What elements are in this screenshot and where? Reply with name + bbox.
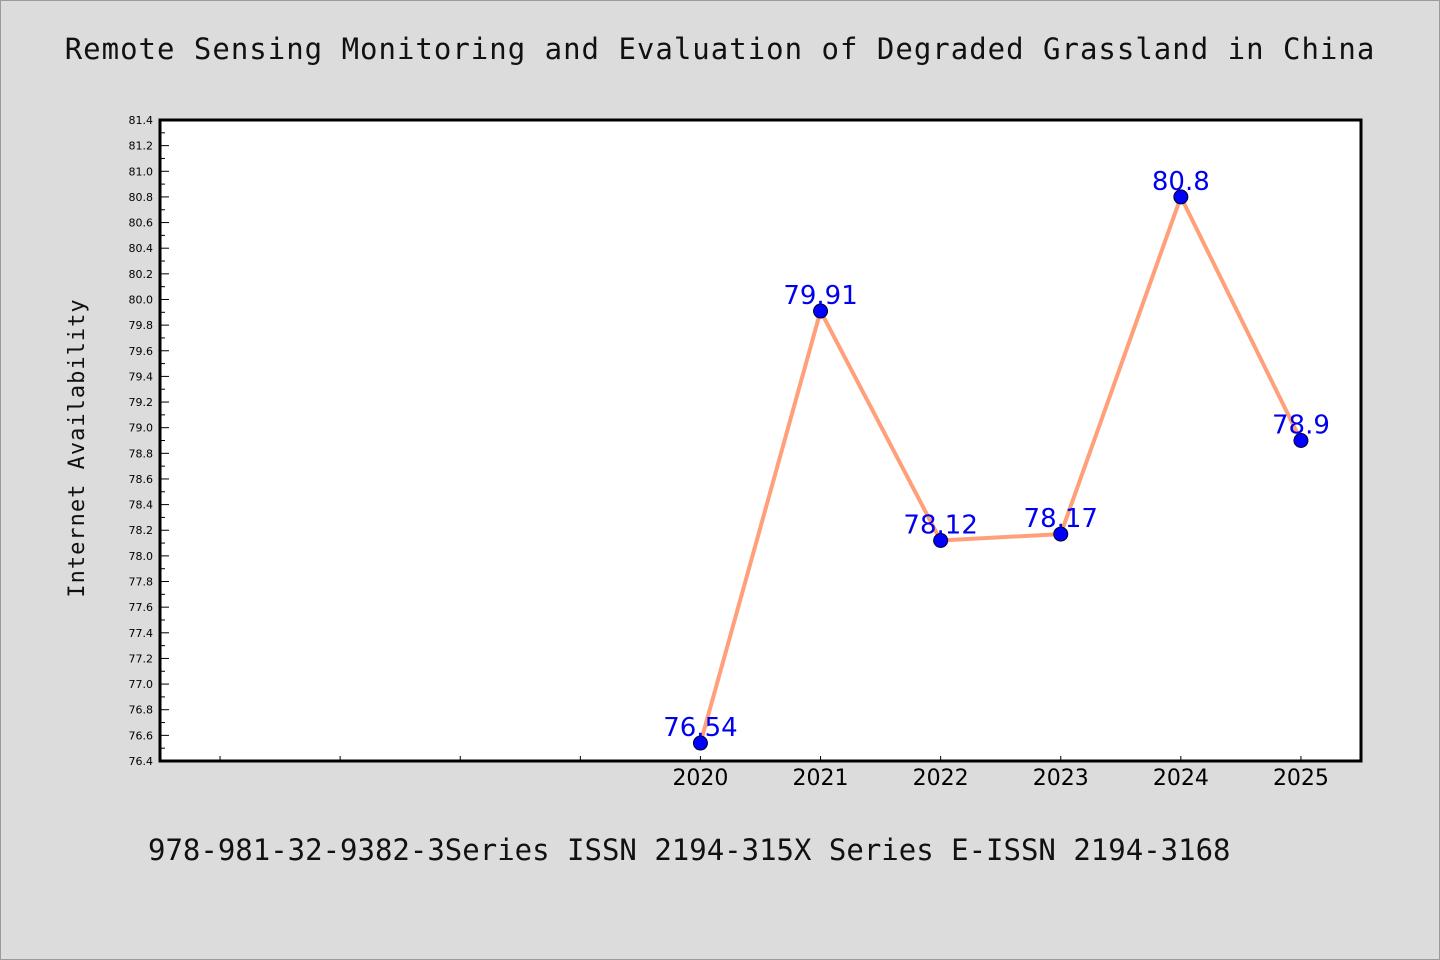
y-tick-label: 78.0 (129, 550, 154, 563)
data-point (933, 532, 949, 548)
data-label: 78.12 (903, 510, 977, 540)
y-tick-label: 79.4 (129, 370, 154, 383)
data-label: 80.8 (1152, 167, 1210, 197)
data-label: 79.91 (783, 281, 857, 311)
data-label: 78.17 (1024, 504, 1098, 534)
y-tick-label: 81.2 (129, 140, 154, 153)
x-tick-label: 2021 (793, 766, 849, 791)
y-tick-label: 80.2 (129, 268, 154, 281)
y-tick-label: 79.8 (129, 319, 154, 332)
y-tick-label: 77.0 (129, 678, 154, 691)
y-tick-label: 78.2 (129, 524, 154, 537)
y-tick-label: 77.6 (129, 601, 154, 614)
plot-area (160, 120, 1361, 761)
data-point (1053, 526, 1069, 542)
y-tick-label: 80.0 (129, 293, 154, 306)
y-tick-label: 77.2 (129, 652, 154, 665)
data-point (813, 303, 829, 319)
y-tick-label: 76.6 (129, 729, 154, 742)
y-tick-label: 81.0 (129, 165, 154, 178)
y-tick-label: 76.8 (129, 704, 154, 717)
x-axis-ticks: 2020 2021 2022 2023 2024 2025 (219, 756, 1329, 791)
y-tick-label: 78.8 (129, 447, 154, 460)
y-tick-label: 79.6 (129, 345, 154, 358)
y-tick-label: 78.4 (129, 499, 154, 512)
x-tick-label: 2024 (1153, 766, 1209, 791)
y-axis-ticks: 76.4 76.6 76.8 77.0 77.2 77.4 77.6 77.8 78.0 78.2… (129, 114, 169, 768)
data-label: 76.54 (663, 713, 737, 743)
y-tick-label: 79.0 (129, 422, 154, 435)
y-tick-label: 77.8 (129, 576, 154, 589)
footer-isbn-text: 978-981-32-9382-3Series ISSN 2194-315X S… (148, 833, 1231, 867)
data-point (1173, 189, 1189, 205)
series-group: 76.54 79.91 78.12 78.17 80.8 78.9 (663, 167, 1330, 751)
data-label: 78.9 (1272, 411, 1330, 441)
chart-title: Remote Sensing Monitoring and Evaluation… (64, 32, 1376, 66)
x-tick-label: 2023 (1033, 766, 1089, 791)
y-tick-label: 80.8 (129, 191, 154, 204)
y-tick-label: 76.4 (129, 755, 154, 768)
y-tick-label: 80.4 (129, 242, 154, 255)
y-tick-label: 79.2 (129, 396, 154, 409)
y-tick-label: 80.6 (129, 217, 154, 230)
data-point (1293, 433, 1309, 448)
x-tick-label: 2020 (672, 766, 728, 791)
y-tick-label: 81.4 (129, 114, 154, 127)
x-tick-label: 2022 (913, 766, 969, 791)
x-tick-label: 2025 (1273, 766, 1329, 791)
data-point (692, 735, 708, 751)
y-tick-label: 77.4 (129, 627, 154, 640)
y-axis-label: Internet Availability (65, 298, 90, 597)
plot-border (158, 118, 1363, 763)
y-tick-label: 78.6 (129, 473, 154, 486)
series-line (698, 194, 1303, 744)
